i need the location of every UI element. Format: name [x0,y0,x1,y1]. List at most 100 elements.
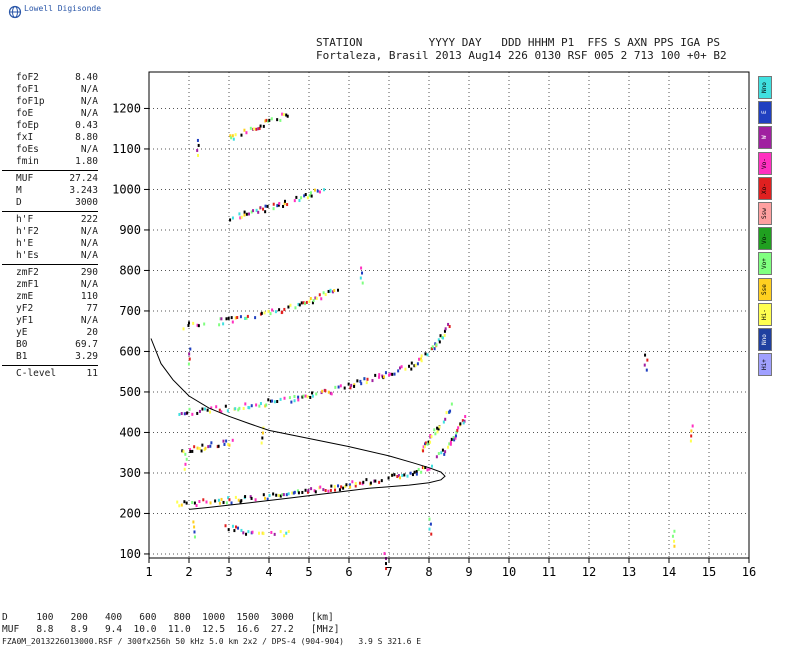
echo-dot [349,386,352,390]
echo-dot [415,472,418,476]
x-tick-label: 13 [622,565,636,579]
param-row: B0 69.7 [2,339,98,351]
echo-dot [267,119,270,123]
echo-dot [234,407,237,411]
echo-dot [401,474,404,478]
echo-dot [420,354,423,358]
param-label: h'Es [16,250,39,261]
echo-dot [315,392,318,396]
echo-dot [319,485,322,489]
echo-dot [242,531,245,535]
echo-dot [266,204,269,208]
echo-dot [204,446,207,450]
echo-dot [293,199,296,203]
echo-dot [266,497,269,501]
echo-dot [410,361,413,365]
param-row: fxI 8.80 [2,132,98,144]
echo-dot [309,191,312,195]
echo-dot [265,403,268,407]
echo-dot [360,266,363,270]
echo-dot [673,529,676,533]
echo-dot [249,495,252,499]
echo-dot [284,199,287,203]
echo-dot [230,136,233,140]
echo-dot [313,489,316,493]
echo-dot [258,404,261,408]
echo-dot [414,363,417,367]
echo-dot [422,445,425,449]
echo-dot [231,438,234,442]
echo-dot [245,212,248,216]
param-label: fmin [16,156,39,167]
echo-dot [278,201,281,205]
echo-dot [250,210,253,214]
echo-dot [400,365,403,369]
echo-dot [202,498,205,502]
echo-dot [429,522,432,526]
echo-dot [185,457,188,461]
echo-dot [224,524,227,528]
param-label: fxI [16,132,34,143]
echo-dot [452,435,455,439]
echo-dot [200,449,203,453]
echo-dot [350,383,353,387]
echo-dot [378,375,381,379]
echo-dot [354,482,357,486]
echo-dot [192,321,195,325]
echo-dot [268,118,271,122]
echo-dot [193,445,196,449]
echo-dot [270,117,273,121]
echo-dot [197,153,200,157]
echo-dot [371,379,374,383]
echo-dot [294,306,297,310]
echo-dot [419,357,422,361]
echo-dot [302,394,305,398]
echo-dot [383,552,386,556]
param-value: N/A [80,84,98,95]
echo-dot [340,485,343,489]
x-tick-label: 6 [345,565,352,579]
echo-dot [459,422,462,426]
echo-dot [431,345,434,349]
echo-dot [248,212,251,216]
echo-dot [210,441,213,445]
station-header: STATION YYYY DAY DDD HHHM P1 FFS S AXN P… [316,36,727,62]
echo-dot [330,392,333,396]
echo-dot [305,300,308,304]
param-row: yF1 N/A [2,315,98,327]
echo-dot [304,302,307,306]
echo-dot [434,432,437,436]
echo-dot [384,562,387,566]
echo-dot [297,491,300,495]
echo-dot [396,475,399,479]
echo-dot [422,449,425,453]
echo-dot [222,500,225,504]
echo-dot [312,299,315,303]
param-label: yF2 [16,303,34,314]
echo-dot [691,424,694,428]
param-label: MUF [16,173,34,184]
param-value: 3.29 [75,351,98,362]
echo-dot [244,495,247,499]
echo-dot [447,445,450,449]
echo-dot [188,321,191,325]
echo-dot [356,379,359,383]
header-columns: STATION YYYY DAY DDD HHHM P1 FFS S AXN P… [316,36,720,49]
echo-dot [444,450,447,454]
echo-dot [303,194,306,198]
echo-dot [183,500,186,504]
param-row: yE 20 [2,327,98,339]
echo-dot [282,204,285,208]
param-label: yF1 [16,315,34,326]
echo-dot [435,343,438,347]
echo-dot [282,493,285,497]
echo-dot [231,524,234,528]
echo-dot [430,464,433,468]
echo-dot [184,462,187,466]
echo-dot [318,190,321,194]
param-label: zmE [16,291,34,302]
echo-dot [252,209,255,213]
param-label: h'E [16,238,34,249]
param-label: h'F2 [16,226,39,237]
param-value: 290 [80,267,98,278]
